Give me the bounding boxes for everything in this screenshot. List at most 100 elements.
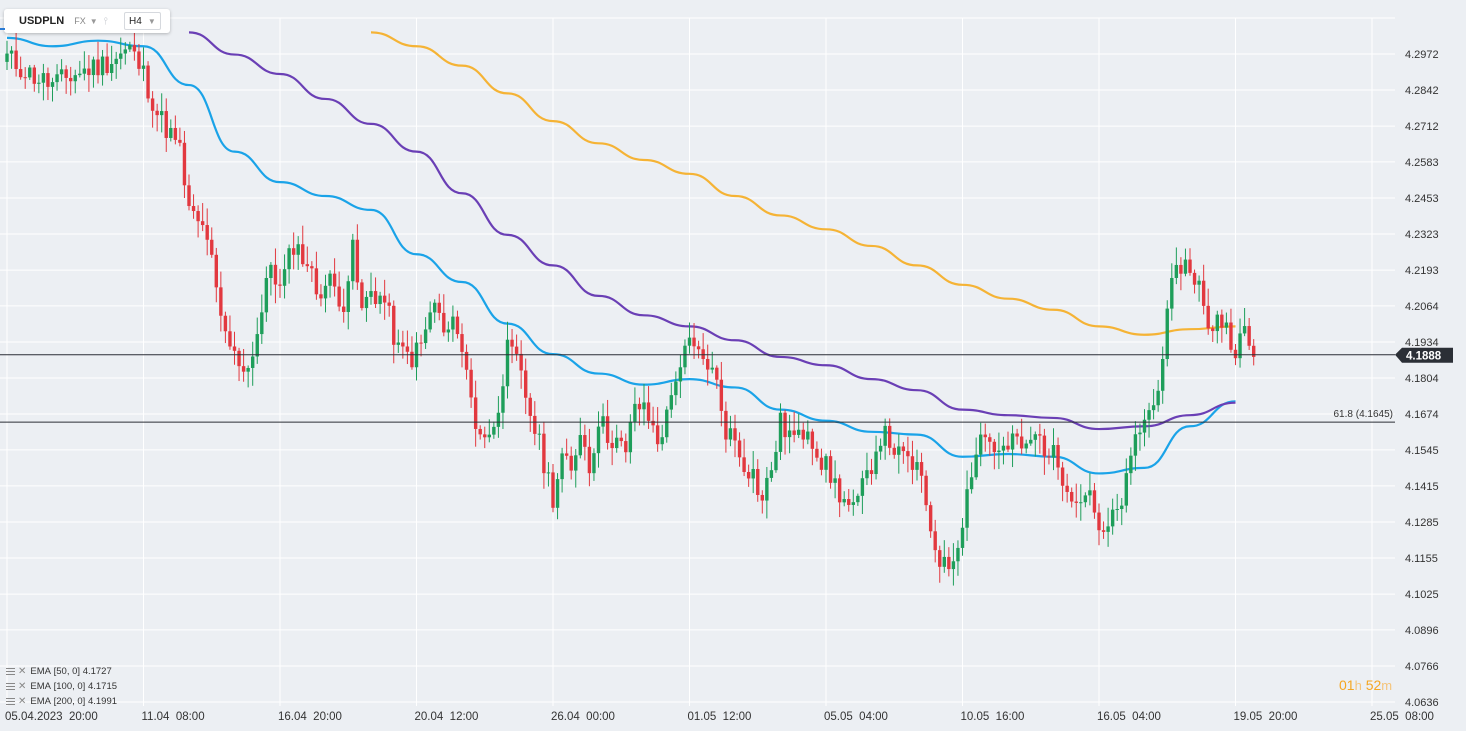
menu-icon[interactable] bbox=[6, 668, 15, 675]
candle-body bbox=[1047, 456, 1051, 458]
candle-body bbox=[778, 412, 783, 452]
close-icon[interactable]: ✕ bbox=[18, 665, 27, 677]
candle bbox=[806, 420, 810, 445]
price-tick-label: 4.0896 bbox=[1405, 625, 1439, 637]
candle-body bbox=[906, 451, 910, 457]
candle bbox=[314, 251, 319, 300]
candle bbox=[842, 491, 846, 507]
candle bbox=[696, 340, 701, 359]
candle bbox=[701, 333, 705, 365]
candle bbox=[332, 258, 337, 297]
candle bbox=[423, 317, 428, 349]
candle-body bbox=[924, 475, 928, 506]
candle-body bbox=[182, 142, 187, 186]
candle bbox=[746, 464, 751, 487]
menu-icon[interactable] bbox=[6, 683, 15, 690]
candle bbox=[187, 174, 191, 211]
candle-body bbox=[337, 286, 341, 307]
candle-body bbox=[1115, 509, 1119, 511]
candle bbox=[1161, 346, 1165, 404]
candle bbox=[633, 387, 637, 432]
candle bbox=[1038, 423, 1042, 454]
candle-body bbox=[1233, 349, 1238, 359]
active-indicator bbox=[0, 28, 5, 30]
candle-body bbox=[715, 367, 719, 380]
candle-body bbox=[869, 470, 874, 475]
close-icon[interactable]: ✕ bbox=[18, 695, 27, 707]
candle-body bbox=[1192, 272, 1197, 285]
candle-body bbox=[960, 527, 965, 548]
candle-body bbox=[792, 430, 796, 435]
timeframe-chevron-down-icon[interactable]: ▼ bbox=[147, 16, 156, 26]
candle-body bbox=[396, 342, 400, 345]
candle bbox=[596, 411, 601, 468]
timeframe-select[interactable]: H4 ▼ bbox=[124, 12, 161, 30]
candle bbox=[851, 489, 855, 516]
candle-body bbox=[69, 77, 73, 82]
legend-item-ema100[interactable]: ✕ EMA [100, 0] 4.1715 bbox=[6, 679, 117, 694]
candle-body bbox=[988, 437, 992, 442]
candle-body bbox=[938, 550, 942, 567]
candle bbox=[505, 321, 510, 399]
candle-body bbox=[1138, 432, 1142, 435]
candle-body bbox=[232, 346, 237, 351]
candle bbox=[574, 449, 578, 488]
candle bbox=[1147, 402, 1151, 438]
plot-area[interactable] bbox=[0, 0, 1395, 706]
candle-body bbox=[1229, 322, 1233, 350]
candle bbox=[451, 305, 455, 342]
candle bbox=[751, 451, 755, 494]
price-tick-label: 4.2323 bbox=[1405, 229, 1439, 241]
legend-item-ema200[interactable]: ✕ EMA [200, 0] 4.1991 bbox=[6, 694, 117, 709]
time-axis-area[interactable] bbox=[0, 706, 1466, 731]
candle bbox=[419, 334, 423, 357]
candle-body bbox=[437, 302, 441, 313]
candle bbox=[96, 41, 100, 84]
candle bbox=[123, 42, 127, 65]
candle bbox=[278, 268, 282, 298]
candle-body bbox=[1179, 264, 1183, 274]
close-icon[interactable]: ✕ bbox=[18, 680, 27, 692]
candle bbox=[1197, 275, 1201, 302]
candle-body bbox=[9, 50, 14, 54]
candle bbox=[988, 433, 992, 456]
candle-body bbox=[1079, 502, 1083, 504]
indicator-params: [50, 0] bbox=[53, 666, 81, 677]
candle bbox=[1006, 431, 1010, 452]
pin-icon[interactable]: ⫯ bbox=[103, 15, 109, 27]
horizontal-lines[interactable]: 61.8 (4.1645) bbox=[0, 354, 1395, 423]
instrument-toolbar: USDPLN FX ▼ ⫯ H4 ▼ bbox=[0, 9, 170, 33]
candle bbox=[282, 254, 287, 299]
candle-body bbox=[1065, 485, 1069, 492]
candle bbox=[23, 67, 27, 89]
candle bbox=[260, 294, 264, 344]
candle-body bbox=[610, 442, 614, 449]
candle-body bbox=[78, 73, 82, 76]
candle bbox=[1047, 448, 1051, 465]
menu-icon[interactable] bbox=[6, 698, 15, 705]
candle-body bbox=[137, 51, 141, 69]
symbol-label[interactable]: USDPLN bbox=[19, 15, 65, 27]
candle bbox=[496, 396, 501, 438]
legend-item-ema50[interactable]: ✕ EMA [50, 0] 4.1727 bbox=[6, 664, 117, 679]
candle-body bbox=[883, 425, 887, 446]
candle bbox=[519, 340, 523, 389]
price-tick-label: 4.2712 bbox=[1405, 121, 1439, 133]
candle bbox=[769, 461, 774, 482]
candle-body bbox=[246, 367, 250, 372]
candle bbox=[455, 310, 460, 339]
candle bbox=[119, 37, 123, 70]
candle bbox=[269, 262, 273, 296]
candle-body bbox=[615, 437, 619, 449]
candle bbox=[678, 354, 683, 399]
candle bbox=[742, 438, 746, 477]
time-tick-label: 20.04 12:00 bbox=[415, 711, 479, 723]
candle bbox=[592, 448, 596, 481]
candle bbox=[924, 470, 928, 512]
symbol-dropdown-chevron-down-icon[interactable]: ▼ bbox=[89, 16, 98, 26]
candle-body bbox=[965, 489, 969, 528]
candle bbox=[1010, 425, 1015, 468]
candle bbox=[14, 32, 18, 77]
candle bbox=[378, 291, 382, 314]
